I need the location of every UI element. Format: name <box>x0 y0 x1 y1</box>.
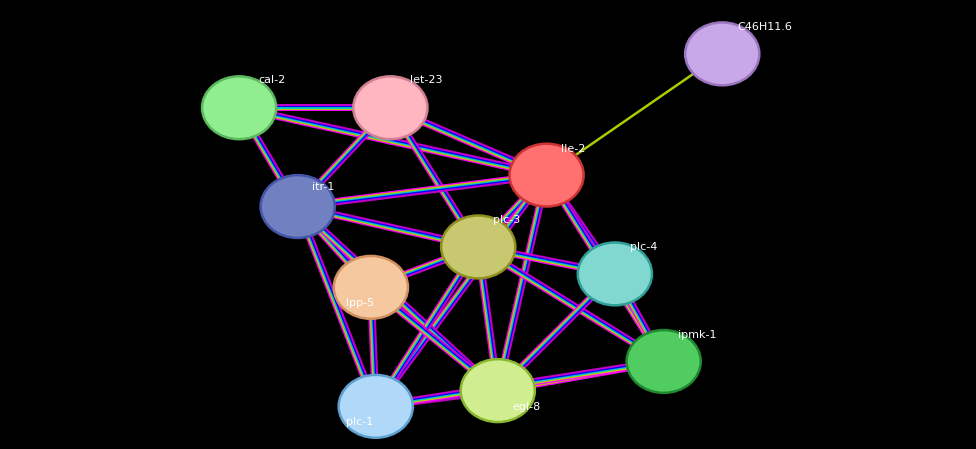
Ellipse shape <box>441 216 515 278</box>
Ellipse shape <box>339 375 413 438</box>
Ellipse shape <box>461 359 535 422</box>
Ellipse shape <box>261 175 335 238</box>
Ellipse shape <box>353 76 427 139</box>
Ellipse shape <box>627 330 701 393</box>
Text: ipmk-1: ipmk-1 <box>678 330 716 340</box>
Text: plc-1: plc-1 <box>346 417 374 427</box>
Text: egl-8: egl-8 <box>512 402 541 412</box>
Ellipse shape <box>685 22 759 85</box>
Ellipse shape <box>202 76 276 139</box>
Text: lpp-5: lpp-5 <box>346 298 375 308</box>
Ellipse shape <box>334 256 408 319</box>
Text: C46H11.6: C46H11.6 <box>737 22 792 32</box>
Text: plc-3: plc-3 <box>493 216 520 225</box>
Text: plc-4: plc-4 <box>630 242 657 252</box>
Text: lIe-2: lIe-2 <box>561 144 586 154</box>
Text: cal-2: cal-2 <box>259 75 286 85</box>
Text: itr-1: itr-1 <box>312 182 335 192</box>
Text: let-23: let-23 <box>410 75 442 85</box>
Ellipse shape <box>578 242 652 305</box>
Ellipse shape <box>509 144 584 207</box>
